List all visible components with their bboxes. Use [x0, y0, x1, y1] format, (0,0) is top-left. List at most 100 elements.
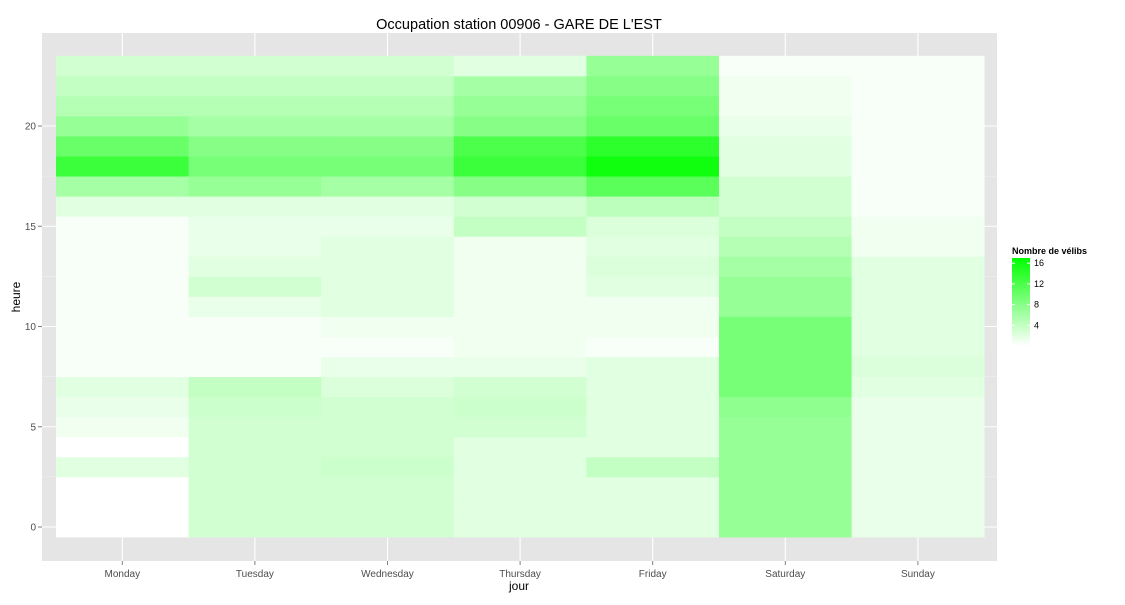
heatmap-tile	[453, 396, 587, 418]
heatmap-tile	[851, 75, 985, 97]
heatmap-tile	[453, 376, 587, 398]
heatmap-tile	[56, 296, 189, 317]
heatmap-tile	[321, 436, 455, 458]
heatmap-tile	[453, 356, 587, 378]
heatmap-tile	[321, 356, 455, 378]
heatmap-tile	[586, 316, 720, 337]
heatmap-tile	[851, 55, 985, 77]
heatmap-tile	[851, 296, 985, 317]
heatmap-tile	[188, 396, 322, 418]
heatmap-tile	[719, 256, 852, 277]
heatmap-tile	[719, 316, 852, 337]
heatmap-tile	[453, 75, 587, 97]
heatmap-tile	[321, 176, 455, 197]
heatmap-tile	[188, 336, 322, 357]
heatmap-tile	[188, 216, 322, 237]
heatmap-tile	[719, 376, 852, 398]
heatmap-tile	[321, 216, 455, 237]
heatmap-tile	[851, 316, 985, 337]
heatmap-tile	[56, 456, 189, 478]
heatmap-tile	[188, 75, 322, 97]
heatmap-tile	[719, 476, 852, 498]
heatmap-tile	[586, 256, 720, 277]
heatmap-tile	[586, 55, 720, 77]
heatmap-tile	[321, 55, 455, 77]
heatmap-tile	[453, 236, 587, 257]
legend: Nombre de vélibs 4 8 12 16	[1012, 246, 1087, 346]
heatmap-tile	[719, 276, 852, 297]
heatmap-tile	[586, 115, 720, 137]
heatmap-tile	[719, 396, 852, 418]
heatmap-tile	[586, 95, 720, 117]
legend-color-bar	[1012, 258, 1030, 346]
heatmap-tile	[188, 276, 322, 297]
heatmap-tile	[56, 75, 189, 97]
heatmap-tile	[586, 336, 720, 357]
heatmap-tile	[56, 115, 189, 137]
heatmap-tile	[453, 276, 587, 297]
heatmap-tile	[851, 156, 985, 177]
legend-tick-label: 12	[1034, 279, 1044, 289]
heatmap-tile	[851, 115, 985, 137]
y-axis: 0 5 10 15 20	[25, 122, 42, 534]
heatmap-tile	[321, 376, 455, 398]
heatmap-tile	[719, 456, 852, 478]
x-tick-label: Thursday	[499, 569, 541, 580]
heatmap-tile	[453, 136, 587, 157]
heatmap-tile	[188, 356, 322, 378]
heatmap-tile	[321, 276, 455, 297]
x-axis-label: jour	[508, 579, 529, 593]
heatmap-tile	[851, 376, 985, 398]
heatmap-tile	[453, 115, 587, 137]
heatmap-tile	[851, 276, 985, 297]
heatmap-tile	[188, 496, 322, 518]
heatmap-tile	[321, 476, 455, 498]
heatmap-tile	[719, 95, 852, 117]
heatmap-tile	[56, 136, 189, 157]
heatmap-tile	[188, 416, 322, 438]
heatmap-tile	[56, 316, 189, 337]
heatmap-tile	[321, 236, 455, 257]
heatmap-tile	[56, 216, 189, 237]
heatmap-tile	[56, 376, 189, 398]
x-tick-label: Friday	[639, 569, 667, 580]
y-tick-label: 0	[30, 523, 36, 534]
heatmap-tile	[188, 376, 322, 398]
heatmap-tile	[188, 456, 322, 478]
y-tick-label: 10	[25, 322, 37, 333]
heatmap-tile	[56, 356, 189, 378]
heatmap-tile	[851, 256, 985, 277]
heatmap-tile	[56, 436, 189, 458]
heatmap-tile	[719, 216, 852, 237]
heatmap-tile	[188, 296, 322, 317]
heatmap-tile	[453, 436, 587, 458]
legend-tick-label: 16	[1034, 258, 1044, 268]
heatmap-tile	[321, 75, 455, 97]
heatmap-tile	[851, 216, 985, 237]
heatmap-tile	[321, 296, 455, 317]
heatmap-tile	[719, 356, 852, 378]
heatmap-tile	[453, 296, 587, 317]
heatmap-tile	[851, 196, 985, 217]
x-tick-label: Saturday	[765, 569, 805, 580]
heatmap-tile	[586, 196, 720, 217]
heatmap-tile	[188, 115, 322, 137]
heatmap-tile	[453, 416, 587, 438]
heatmap-tile	[321, 256, 455, 277]
heatmap-tile	[586, 356, 720, 378]
heatmap-tile	[586, 496, 720, 518]
heatmap-tile	[851, 176, 985, 197]
heatmap-tile	[851, 236, 985, 257]
heatmap-tile	[719, 196, 852, 217]
heatmap-tile	[719, 115, 852, 137]
legend-ticks: 4 8 12 16	[1012, 258, 1044, 330]
heatmap-tile	[453, 336, 587, 357]
heatmap-tile	[851, 516, 985, 538]
x-tick-label: Monday	[105, 569, 141, 580]
heatmap-tile	[56, 516, 189, 538]
x-tick-label: Wednesday	[361, 569, 414, 580]
heatmap-tile	[56, 95, 189, 117]
heatmap-tile	[56, 156, 189, 177]
x-axis: Monday Tuesday Wednesday Thursday Friday Satu…	[105, 561, 935, 580]
heatmap-tile	[851, 436, 985, 458]
